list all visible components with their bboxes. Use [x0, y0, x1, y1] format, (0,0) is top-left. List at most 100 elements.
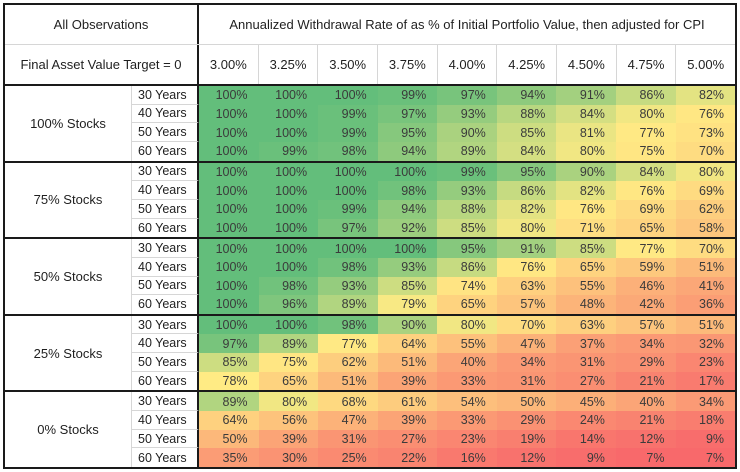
success-rate-cell: 95% — [377, 123, 438, 142]
success-rate-cell: 97% — [377, 104, 438, 124]
portfolio-group-label: 50% Stocks — [5, 239, 132, 314]
success-rate-cell: 58% — [675, 218, 736, 238]
success-rate-cell: 42% — [615, 295, 676, 314]
success-rate-cell: 90% — [437, 123, 497, 142]
success-rate-cell: 76% — [675, 104, 736, 124]
success-rate-cell: 29% — [496, 411, 557, 430]
success-rate-cell: 100% — [258, 199, 319, 219]
success-rate-cell: 93% — [437, 181, 497, 200]
table-row: 30 Years 100% 100% 100% 100% 95% 91% 85% 77% 70% — [132, 239, 736, 258]
horizon-label: 30 Years — [132, 86, 199, 105]
success-rate-cell: 80% — [496, 218, 557, 238]
portfolio-group: 50% Stocks 30 Years 100% 100% 100% 100% 95% 91%… — [5, 237, 736, 314]
table-row: 40 Years 97% 89% 77% 64% 55% 47% 37% 34% 32% — [132, 334, 736, 354]
success-rate-cell: 80% — [556, 141, 616, 161]
success-rate-cell: 77% — [615, 239, 676, 258]
table-row: 30 Years 89% 80% 68% 61% 54% 50% 45% 40% 34% — [132, 392, 736, 412]
success-rate-cell: 100% — [318, 181, 378, 200]
portfolio-group: 100% Stocks 30 Years 100% 100% 100% 99% 97% 94%… — [5, 86, 736, 161]
success-rate-cell: 41% — [675, 276, 736, 296]
success-rate-cell: 51% — [675, 315, 736, 335]
success-rate-cell: 73% — [675, 123, 736, 142]
success-rate-cell: 100% — [258, 181, 319, 200]
rate-column-header: 3.75% — [377, 45, 437, 84]
success-rate-cell: 94% — [496, 86, 557, 105]
success-rate-cell: 84% — [556, 104, 616, 124]
success-rate-cell: 31% — [318, 429, 378, 449]
success-rate-cell: 85% — [437, 218, 497, 238]
success-rate-cell: 39% — [377, 411, 438, 430]
success-rate-cell: 51% — [675, 257, 736, 277]
success-rate-cell: 7% — [675, 448, 736, 467]
rate-column-header: 3.50% — [317, 45, 377, 84]
success-rate-cell: 34% — [496, 353, 557, 372]
success-rate-cell: 100% — [258, 239, 319, 258]
success-rate-cell: 17% — [675, 371, 736, 391]
success-rate-cell: 100% — [199, 104, 259, 124]
success-rate-cell: 85% — [377, 276, 438, 296]
success-rate-cell: 80% — [675, 162, 736, 182]
table-row: 50 Years 50% 39% 31% 27% 23% 19% 14% 12% 9% — [132, 429, 736, 449]
success-rate-cell: 31% — [556, 353, 616, 372]
table-row: 40 Years 100% 100% 100% 98% 93% 86% 82% 76% 69% — [132, 181, 736, 200]
success-rate-cell: 34% — [675, 392, 736, 412]
horizon-label: 60 Years — [132, 218, 199, 238]
rate-column-header: 4.25% — [496, 45, 556, 84]
table-row: 30 Years 100% 100% 98% 90% 80% 70% 63% 57% 51% — [132, 315, 736, 335]
success-rate-cell: 98% — [318, 141, 378, 161]
success-rate-cell: 100% — [258, 123, 319, 142]
success-rate-cell: 64% — [199, 411, 259, 430]
success-rate-cell: 29% — [615, 353, 676, 372]
success-rate-cell: 80% — [615, 104, 676, 124]
success-rate-cell: 63% — [496, 276, 557, 296]
horizon-label: 40 Years — [132, 104, 199, 124]
success-rate-cell: 16% — [437, 448, 497, 467]
success-rate-cell: 81% — [556, 123, 616, 142]
success-rate-cell: 65% — [615, 218, 676, 238]
success-rate-cell: 85% — [496, 123, 557, 142]
success-rate-cell: 100% — [199, 123, 259, 142]
success-rate-cell: 18% — [675, 411, 736, 430]
success-rate-cell: 69% — [615, 199, 676, 219]
success-rate-cell: 77% — [615, 123, 676, 142]
success-rate-cell: 99% — [258, 141, 319, 161]
success-rate-cell: 99% — [377, 86, 438, 105]
success-rate-cell: 100% — [199, 181, 259, 200]
success-rate-cell: 39% — [258, 429, 319, 449]
success-rate-cell: 9% — [675, 429, 736, 449]
horizon-label: 30 Years — [132, 392, 199, 412]
success-rate-cell: 65% — [556, 257, 616, 277]
success-rate-cell: 89% — [318, 295, 378, 314]
success-rate-cell: 98% — [258, 276, 319, 296]
success-rate-cell: 30% — [258, 448, 319, 467]
success-rate-cell: 85% — [556, 239, 616, 258]
success-rate-cell: 100% — [199, 276, 259, 296]
table-row: 60 Years 78% 65% 51% 39% 33% 31% 27% 21% 17% — [132, 371, 736, 391]
portfolio-group: 75% Stocks 30 Years 100% 100% 100% 100% 99% 95%… — [5, 160, 736, 238]
success-rate-cell: 76% — [615, 181, 676, 200]
success-rate-cell: 99% — [318, 123, 378, 142]
success-rate-cell: 93% — [318, 276, 378, 296]
success-rate-cell: 100% — [377, 162, 438, 182]
success-rate-cell: 47% — [318, 411, 378, 430]
success-rate-cell: 99% — [437, 162, 497, 182]
success-rate-cell: 100% — [318, 239, 378, 258]
success-rate-cell: 21% — [615, 371, 676, 391]
success-rate-cell: 55% — [556, 276, 616, 296]
success-rate-cell: 9% — [556, 448, 616, 467]
success-rate-cell: 100% — [318, 162, 378, 182]
horizon-label: 50 Years — [132, 353, 199, 372]
rate-column-header: 3.25% — [257, 45, 318, 84]
success-rate-cell: 14% — [556, 429, 616, 449]
success-rate-cell: 47% — [496, 334, 557, 354]
success-rate-cell: 32% — [675, 334, 736, 354]
success-rate-cell: 62% — [318, 353, 378, 372]
success-rate-cell: 80% — [437, 315, 497, 335]
table-row: 30 Years 100% 100% 100% 99% 97% 94% 91% 86% 82% — [132, 86, 736, 105]
success-rate-cell: 100% — [377, 239, 438, 258]
success-rate-cell: 21% — [615, 411, 676, 430]
success-rate-cell: 80% — [258, 392, 319, 412]
success-rate-cell: 86% — [437, 257, 497, 277]
success-rate-cell: 93% — [377, 257, 438, 277]
success-rate-cell: 94% — [377, 199, 438, 219]
